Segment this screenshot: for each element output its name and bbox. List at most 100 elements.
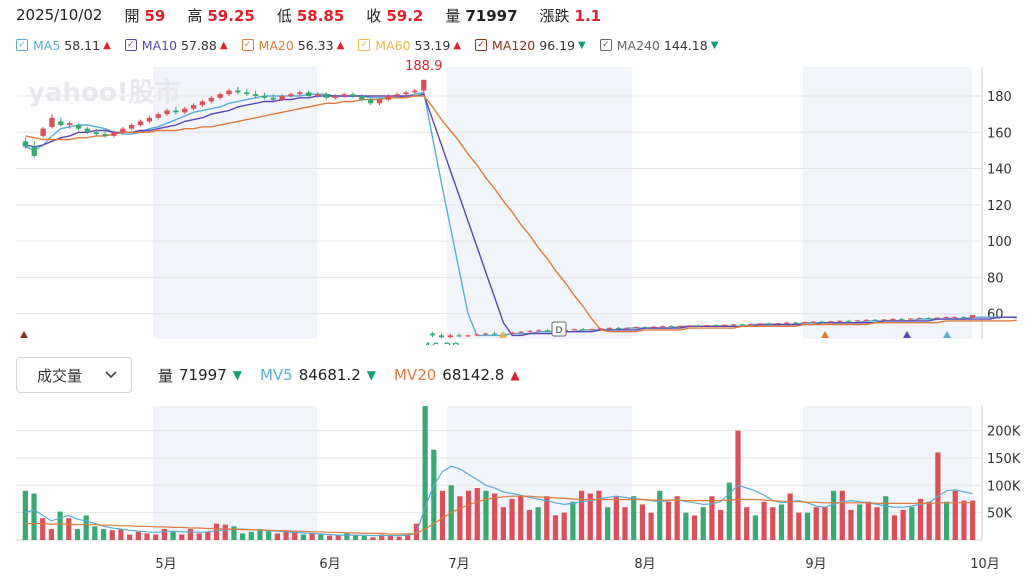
check-icon[interactable]: ✓ bbox=[358, 39, 371, 51]
volume-bar bbox=[431, 449, 437, 540]
candle bbox=[615, 327, 622, 330]
volume-bar bbox=[248, 531, 254, 540]
candle bbox=[677, 325, 684, 328]
check-icon[interactable]: ✓ bbox=[599, 39, 612, 51]
ma-legend-item-ma60[interactable]: ✓ MA60 53.19 ▲ bbox=[358, 38, 461, 53]
candle-body bbox=[642, 327, 648, 329]
candle bbox=[261, 92, 268, 100]
shaded-band bbox=[153, 67, 317, 339]
candle-body bbox=[677, 325, 684, 327]
candle bbox=[961, 316, 967, 319]
candle bbox=[624, 327, 631, 330]
y-tick-label: 80 bbox=[987, 271, 1004, 286]
volume-bar bbox=[92, 526, 98, 540]
volume-bar bbox=[422, 406, 428, 540]
candle bbox=[120, 126, 126, 135]
volume-chart[interactable]: 200K 150K 100K 50K 5月 6月 7月 8月 9月 10月 bbox=[0, 400, 1025, 579]
candle-body bbox=[916, 317, 923, 319]
candle-body bbox=[235, 90, 241, 93]
volume-bar bbox=[900, 509, 906, 540]
volume-bar bbox=[474, 488, 480, 540]
volume-bar bbox=[622, 507, 628, 540]
candle-body bbox=[961, 317, 967, 319]
candle bbox=[465, 334, 471, 338]
indicator-select[interactable]: 成交量 bbox=[16, 357, 132, 393]
ma-legend-item-ma120[interactable]: ✓ MA120 96.19 ▼ bbox=[475, 38, 586, 53]
candle-body bbox=[775, 323, 781, 325]
volume-bar bbox=[396, 536, 402, 540]
candle bbox=[589, 328, 595, 331]
candle-body bbox=[969, 315, 976, 318]
ma-legend-item-ma240[interactable]: ✓ MA240 144.18 ▼ bbox=[599, 38, 719, 53]
candle bbox=[483, 332, 489, 336]
candle-body bbox=[297, 92, 303, 95]
candle-body bbox=[483, 333, 489, 335]
volume-bar bbox=[179, 534, 185, 540]
check-icon[interactable]: ✓ bbox=[475, 39, 488, 51]
volume-bar bbox=[439, 490, 446, 540]
candle bbox=[22, 137, 29, 149]
candle bbox=[438, 333, 445, 339]
candle-body bbox=[872, 319, 878, 321]
candle-body bbox=[527, 330, 533, 332]
candle-body bbox=[952, 317, 958, 319]
volume-bar bbox=[135, 531, 141, 540]
volume-bar bbox=[587, 493, 593, 540]
candle-body bbox=[288, 94, 294, 97]
candle-body bbox=[624, 327, 631, 329]
volume-bar bbox=[318, 534, 324, 540]
candle bbox=[332, 94, 338, 100]
down-arrow-icon: ▼ bbox=[710, 39, 719, 51]
candle bbox=[235, 86, 241, 95]
candle bbox=[943, 316, 949, 319]
candle-body bbox=[164, 110, 170, 115]
volume-bar bbox=[744, 507, 750, 540]
check-icon[interactable]: ✓ bbox=[241, 39, 254, 51]
candle-body bbox=[465, 335, 471, 337]
x-tick-label: 6月 bbox=[319, 557, 340, 572]
ma-legend-item-ma20[interactable]: ✓ MA20 56.33 ▲ bbox=[241, 37, 344, 53]
candle-body bbox=[545, 330, 551, 332]
candle bbox=[934, 317, 940, 320]
volume-y-tick-label: 200K bbox=[987, 425, 1021, 440]
candle-body bbox=[111, 132, 117, 136]
candle bbox=[580, 328, 586, 331]
ma-legend-item-ma5[interactable]: ✓ MA5 58.11 ▲ bbox=[16, 38, 111, 53]
vol-name: 量 bbox=[158, 366, 174, 385]
candle bbox=[872, 318, 878, 321]
volume-bar bbox=[40, 518, 46, 540]
candle-body bbox=[828, 321, 834, 323]
x-tick-label: 10月 bbox=[970, 557, 1000, 572]
candle-body bbox=[102, 134, 108, 136]
volume-bar bbox=[222, 524, 228, 540]
volume-bar bbox=[787, 493, 793, 540]
ma-legend-item-ma10[interactable]: ✓ MA10 57.88 ▲ bbox=[124, 38, 228, 53]
candle-body bbox=[854, 320, 861, 322]
volume-bar bbox=[596, 490, 602, 540]
open-label: 開 bbox=[124, 6, 140, 25]
volume-bar bbox=[718, 509, 724, 540]
candle-body bbox=[58, 121, 64, 126]
candle-body bbox=[412, 90, 418, 93]
candle bbox=[341, 92, 347, 98]
vol-value: 71997 bbox=[179, 366, 227, 384]
candle-body bbox=[651, 326, 657, 328]
volume-bar bbox=[170, 531, 176, 540]
volume-bar bbox=[605, 507, 611, 540]
volume-line-mv5 bbox=[25, 465, 973, 537]
ma-legend: ✓ MA5 58.11 ▲ ✓ MA10 57.88 ▲ ✓ MA20 56.33 ▲ ✓ MA60 53.… bbox=[16, 35, 732, 55]
candle-body bbox=[421, 79, 427, 91]
candle-body bbox=[49, 117, 55, 127]
check-icon[interactable]: ✓ bbox=[16, 39, 28, 51]
volume-bar bbox=[822, 507, 828, 540]
vol-down-arrow-icon: ▼ bbox=[232, 368, 242, 382]
candle bbox=[668, 325, 675, 328]
close-label: 收 bbox=[366, 6, 382, 25]
candle-body bbox=[801, 322, 808, 324]
check-icon[interactable]: ✓ bbox=[124, 39, 137, 51]
candle bbox=[527, 329, 533, 333]
candle-body bbox=[509, 332, 515, 334]
volume-bar bbox=[361, 535, 367, 540]
ma-legend-name: MA20 bbox=[258, 37, 294, 53]
